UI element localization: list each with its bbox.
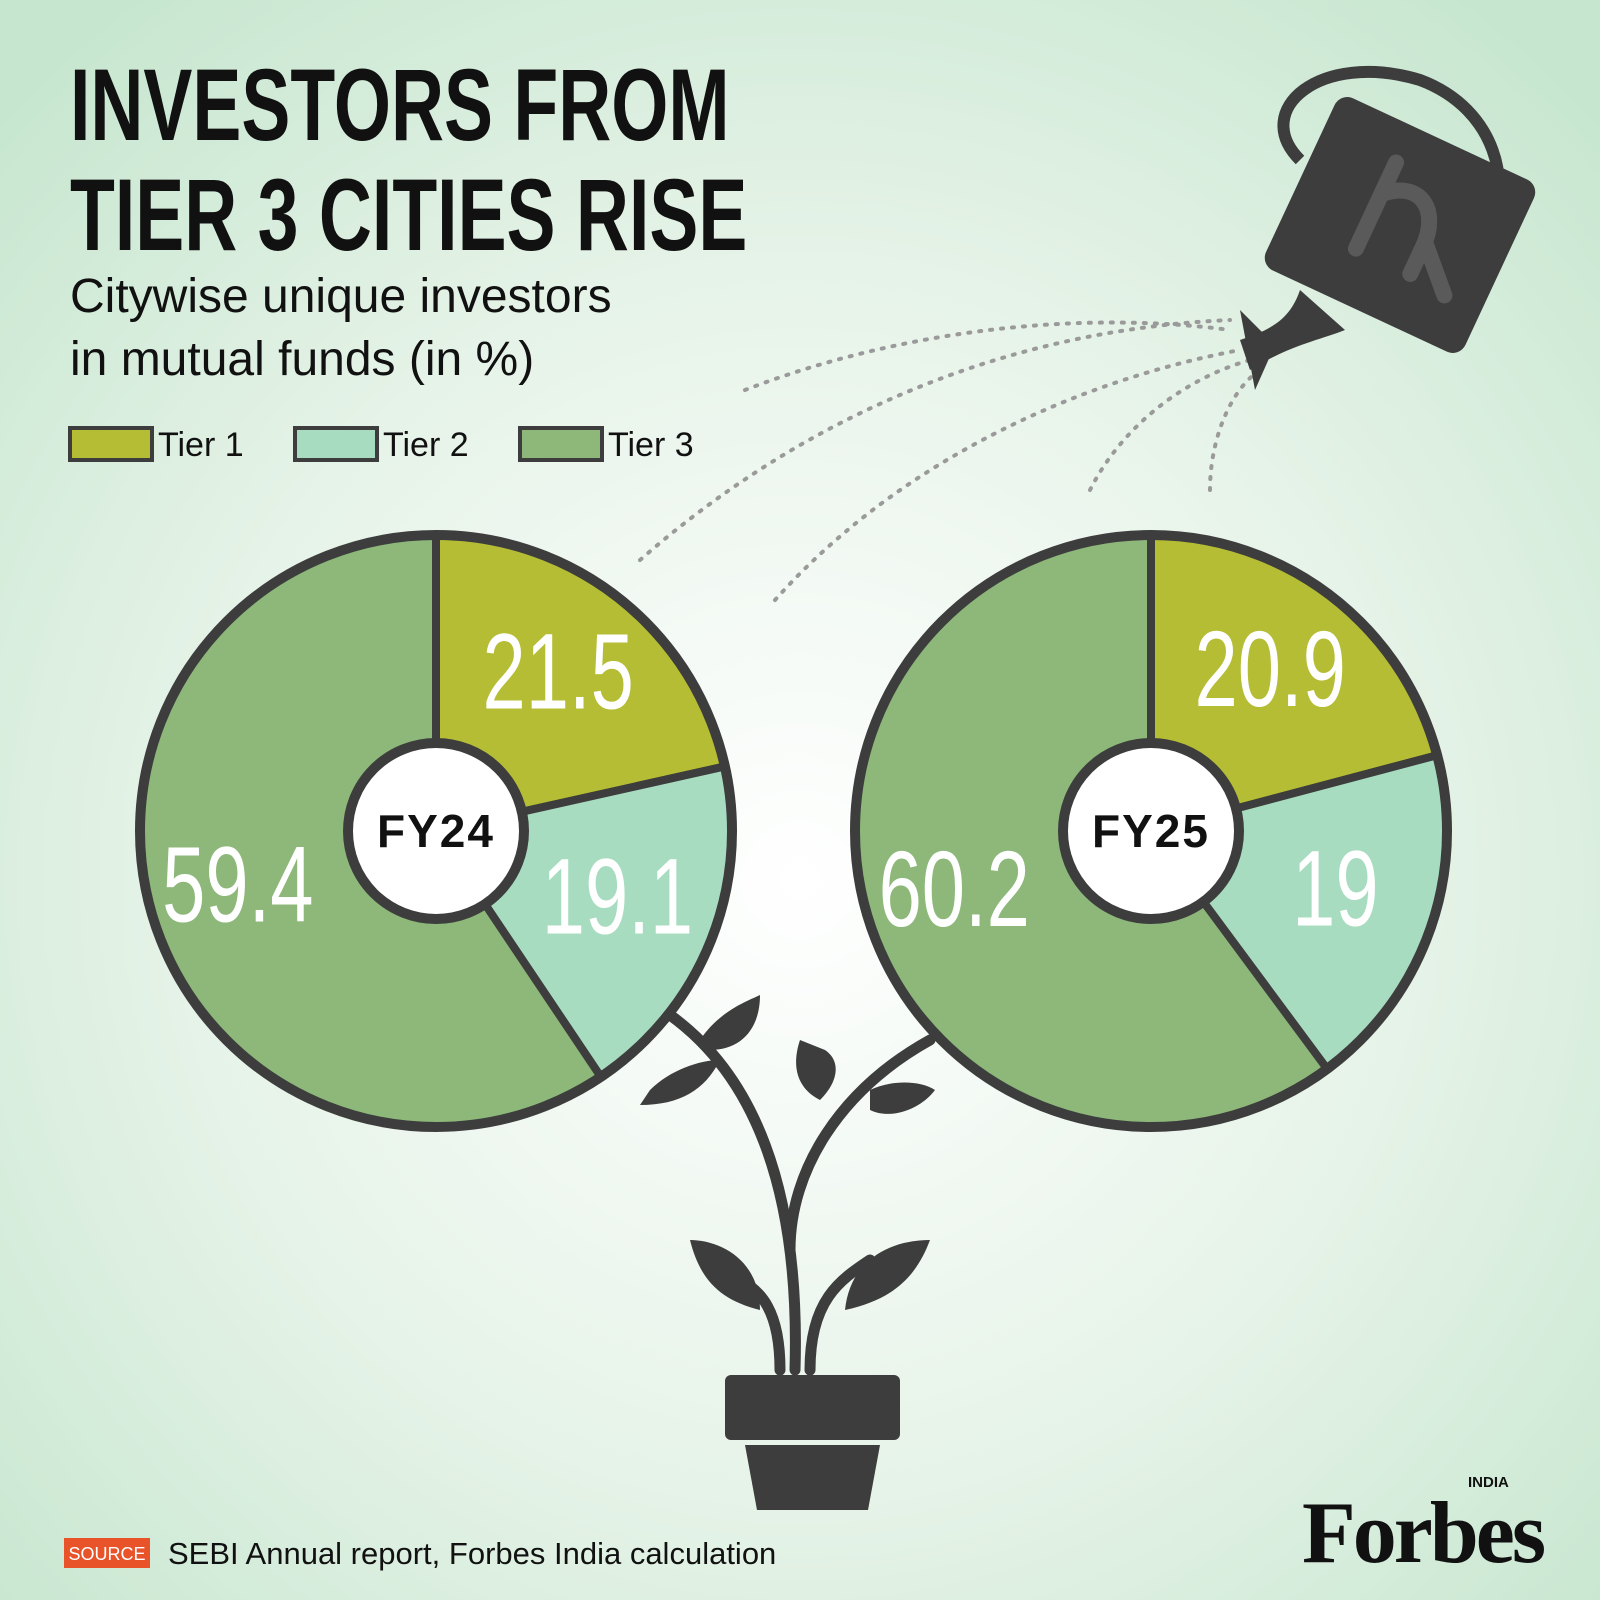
value-label: 19 (1292, 828, 1378, 949)
pie-center (343, 738, 529, 924)
legend-swatch (518, 426, 604, 462)
pies: FY24 21.5 19.1 59.4 FY25 20.9 19 60.2 (135, 530, 1452, 1132)
pie-outline (850, 530, 1452, 1132)
subtitle-line: Citywise unique investors (70, 270, 612, 323)
legend-label: Tier 3 (608, 426, 694, 464)
pie: FY24 21.5 19.1 59.4 (135, 530, 737, 1132)
plant (640, 995, 936, 1510)
value-label: 59.4 (162, 824, 313, 945)
watering-can (1240, 65, 1536, 390)
legend-swatch (293, 426, 379, 462)
source-label: SOURCE (68, 1544, 145, 1564)
pie: FY25 20.9 19 60.2 (850, 530, 1452, 1132)
pie-center (1058, 738, 1244, 924)
value-label: 60.2 (879, 828, 1030, 949)
water-streams (638, 318, 1262, 602)
pie-title: FY24 (377, 805, 495, 857)
source-badge (64, 1538, 150, 1568)
pie-outline (135, 530, 737, 1132)
value-label: 20.9 (1194, 609, 1345, 730)
legend: Tier 1 Tier 2 Tier 3 (68, 426, 694, 464)
value-label: 21.5 (482, 611, 633, 732)
title-line: TIER 3 CITIES RISE (70, 158, 747, 272)
logo-region: INDIA (1468, 1474, 1509, 1491)
pie-title: FY25 (1092, 805, 1210, 857)
legend-label: Tier 2 (383, 426, 469, 464)
legend-swatch (68, 426, 154, 462)
legend-label: Tier 1 (158, 426, 244, 464)
logo-brand: Forbes (1302, 1485, 1545, 1582)
title: INVESTORS FROM TIER 3 CITIES RISE (70, 48, 747, 272)
value-label: 19.1 (542, 836, 693, 957)
title-line: INVESTORS FROM (70, 48, 730, 162)
subtitle-line: in mutual funds (in %) (70, 333, 534, 386)
source-text: SEBI Annual report, Forbes India calcula… (168, 1536, 776, 1571)
